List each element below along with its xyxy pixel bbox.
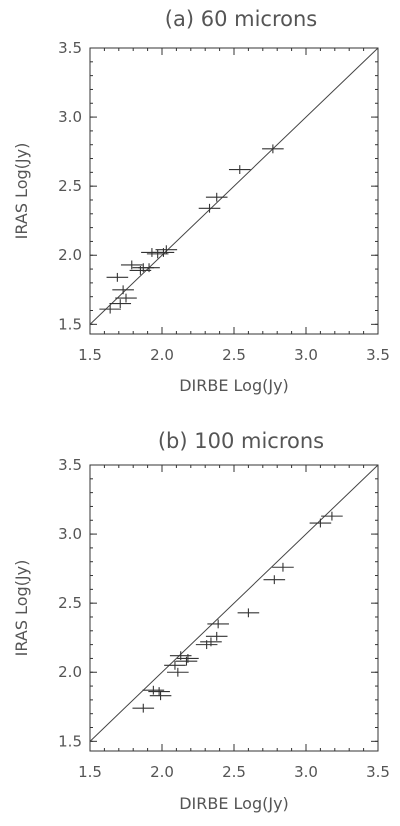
x-axis: 1.5 2.0 2.5 3.0 3.5 — [78, 465, 390, 781]
data-point — [112, 285, 134, 295]
y-tick-label: 2.0 — [58, 663, 82, 681]
plot-frame — [89, 47, 379, 335]
data-point — [167, 667, 189, 677]
data-point — [205, 192, 228, 202]
one-to-one-line — [89, 47, 379, 325]
x-tick-label: 2.0 — [150, 763, 174, 781]
data-point — [207, 619, 229, 629]
x-tick-label: 3.5 — [366, 346, 390, 364]
data-point — [106, 272, 129, 282]
data-point — [138, 263, 160, 273]
y-axis-label: IRAS Log(Jy) — [12, 560, 31, 657]
x-tick-label: 2.5 — [222, 346, 246, 364]
y-axis-label: IRAS Log(Jy) — [12, 143, 31, 240]
x-axis: 1.5 2.0 2.5 3.0 3.5 — [78, 48, 390, 364]
panel-a-60-microns: (a) 60 microns 1.5 2.0 2.5 3.0 3.5 1.5 2.0 2.5… — [12, 7, 390, 395]
x-axis-label: DIRBE Log(Jy) — [179, 376, 289, 395]
data-point — [164, 660, 186, 670]
data-point — [200, 637, 222, 647]
y-tick-label: 2.5 — [58, 177, 82, 195]
data-point — [120, 260, 143, 270]
y-tick-label: 3.0 — [58, 525, 82, 543]
data-point — [321, 511, 343, 521]
y-tick-label: 2.5 — [58, 594, 82, 612]
x-tick-label: 3.0 — [294, 763, 318, 781]
one-to-one-line — [89, 464, 379, 742]
chart-title: (a) 60 microns — [165, 7, 317, 31]
y-axis: 1.5 2.0 2.5 3.0 3.5 — [58, 39, 378, 333]
data-point — [262, 144, 284, 154]
data-point — [132, 703, 155, 713]
y-tick-label: 2.0 — [58, 246, 82, 264]
x-tick-label: 1.5 — [78, 763, 102, 781]
data-point — [177, 654, 199, 663]
y-tick-label: 1.5 — [58, 315, 82, 333]
data-point — [99, 304, 121, 314]
data-point — [205, 631, 228, 641]
data-point — [237, 608, 260, 618]
data-point — [198, 203, 221, 213]
data-point — [149, 691, 172, 701]
x-axis-label: DIRBE Log(Jy) — [179, 794, 289, 813]
panel-b-100-microns: (b) 100 microns 1.5 2.0 2.5 3.0 3.5 1.5 2.0 2.… — [12, 429, 390, 813]
chart-title: (b) 100 microns — [158, 429, 324, 453]
data-point — [263, 575, 286, 585]
data-point — [115, 293, 137, 303]
y-tick-label: 3.5 — [58, 456, 82, 474]
data-point — [228, 165, 251, 175]
plot-area — [89, 464, 379, 742]
data-point — [109, 299, 132, 309]
plot-area — [89, 47, 379, 325]
y-tick-label: 1.5 — [58, 732, 82, 750]
y-tick-label: 3.0 — [58, 108, 82, 126]
data-point — [146, 249, 169, 259]
x-tick-label: 2.5 — [222, 763, 246, 781]
data-point — [142, 685, 165, 695]
x-tick-label: 3.0 — [294, 346, 318, 364]
x-tick-label: 1.5 — [78, 346, 102, 364]
y-axis: 1.5 2.0 2.5 3.0 3.5 — [58, 456, 378, 750]
y-tick-label: 3.5 — [58, 39, 82, 57]
data-point — [148, 687, 170, 697]
x-tick-label: 3.5 — [366, 763, 390, 781]
data-point — [272, 562, 294, 572]
data-point — [309, 518, 332, 528]
data-point — [155, 245, 178, 255]
x-tick-label: 2.0 — [150, 346, 174, 364]
